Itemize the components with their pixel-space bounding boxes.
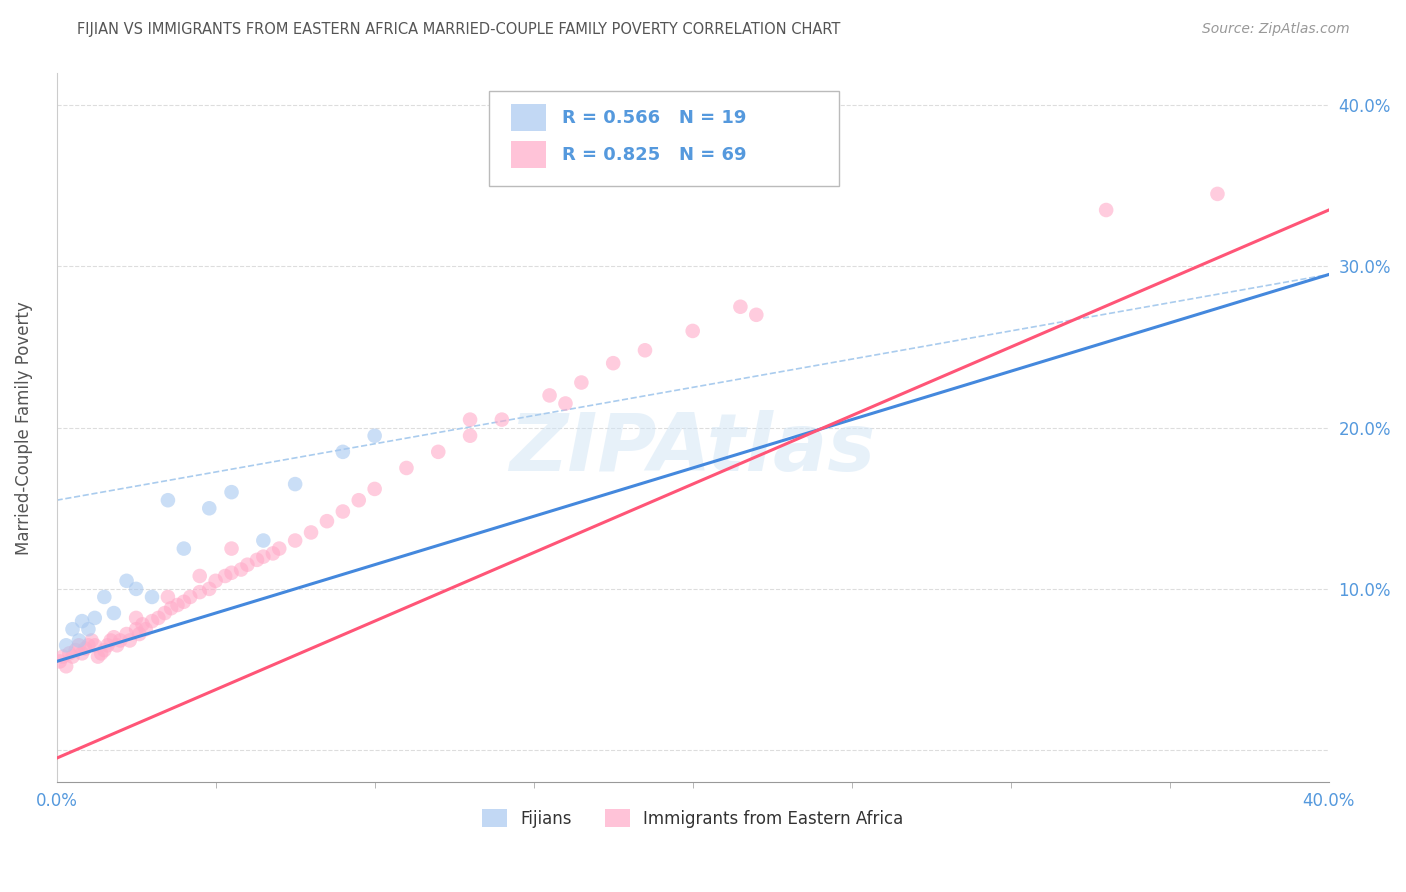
Point [93, 643, 115, 657]
Point [65, 643, 87, 657]
Point [90, 646, 112, 660]
Text: R = 0.566   N = 19: R = 0.566 N = 19 [561, 109, 747, 127]
Point [173, 595, 195, 609]
Point [153, 606, 176, 620]
Point [204, 574, 226, 588]
Point [538, 388, 561, 402]
Point [96, 638, 118, 652]
Point [363, 428, 385, 442]
Point [284, 533, 307, 548]
Point [166, 598, 188, 612]
Legend: Fijians, Immigrants from Eastern Africa: Fijians, Immigrants from Eastern Africa [475, 803, 910, 834]
Text: R = 0.825   N = 69: R = 0.825 N = 69 [561, 145, 747, 163]
Point [427, 445, 450, 459]
Point [316, 514, 339, 528]
Point [49, 655, 72, 669]
Point [395, 461, 418, 475]
Point [214, 569, 236, 583]
Point [93, 590, 115, 604]
Point [77, 622, 100, 636]
Point [491, 412, 513, 426]
Point [730, 300, 752, 314]
Point [131, 617, 153, 632]
Point [110, 633, 132, 648]
Point [602, 356, 624, 370]
Point [77, 638, 100, 652]
Point [55, 659, 77, 673]
Point [105, 638, 128, 652]
Text: ZIPAtlas: ZIPAtlas [509, 410, 876, 488]
Point [115, 627, 138, 641]
Point [1206, 186, 1229, 201]
Point [62, 622, 84, 636]
Point [246, 553, 269, 567]
Point [269, 541, 291, 556]
Point [75, 641, 97, 656]
Point [148, 611, 170, 625]
Point [160, 601, 183, 615]
Point [262, 546, 284, 560]
Point [221, 566, 243, 580]
Point [141, 614, 163, 628]
Point [188, 569, 211, 583]
Point [125, 582, 148, 596]
Point [221, 541, 243, 556]
Point [363, 482, 385, 496]
Point [125, 611, 148, 625]
Point [252, 549, 274, 564]
Point [67, 633, 90, 648]
Point [332, 445, 354, 459]
Point [284, 477, 307, 491]
Bar [510, 141, 547, 168]
Point [252, 533, 274, 548]
Point [347, 493, 370, 508]
Point [141, 590, 163, 604]
FancyBboxPatch shape [489, 91, 839, 186]
Point [115, 574, 138, 588]
Point [100, 633, 122, 648]
Point [62, 649, 84, 664]
Point [179, 590, 201, 604]
Point [103, 606, 125, 620]
Point [229, 562, 252, 576]
Point [156, 493, 179, 508]
Point [70, 614, 93, 628]
Point [745, 308, 768, 322]
Point [87, 649, 110, 664]
Point [569, 376, 592, 390]
Point [188, 585, 211, 599]
Point [236, 558, 259, 572]
Point [156, 590, 179, 604]
Point [83, 611, 105, 625]
Point [67, 638, 90, 652]
Point [80, 633, 103, 648]
Point [55, 638, 77, 652]
Point [299, 525, 322, 540]
Point [103, 630, 125, 644]
Y-axis label: Married-Couple Family Poverty: Married-Couple Family Poverty [15, 301, 32, 555]
Point [173, 541, 195, 556]
Point [634, 343, 657, 358]
Point [135, 622, 157, 636]
Text: FIJIAN VS IMMIGRANTS FROM EASTERN AFRICA MARRIED-COUPLE FAMILY POVERTY CORRELATI: FIJIAN VS IMMIGRANTS FROM EASTERN AFRICA… [77, 22, 841, 37]
Text: Source: ZipAtlas.com: Source: ZipAtlas.com [1202, 22, 1350, 37]
Bar [510, 104, 547, 131]
Point [221, 485, 243, 500]
Point [682, 324, 704, 338]
Point [458, 412, 481, 426]
Point [118, 633, 141, 648]
Point [332, 504, 354, 518]
Point [128, 627, 150, 641]
Point [83, 638, 105, 652]
Point [58, 646, 80, 660]
Point [125, 622, 148, 636]
Point [70, 646, 93, 660]
Point [198, 582, 221, 596]
Point [52, 649, 75, 664]
Point [458, 428, 481, 442]
Point [1095, 202, 1118, 217]
Point [198, 501, 221, 516]
Point [554, 396, 576, 410]
